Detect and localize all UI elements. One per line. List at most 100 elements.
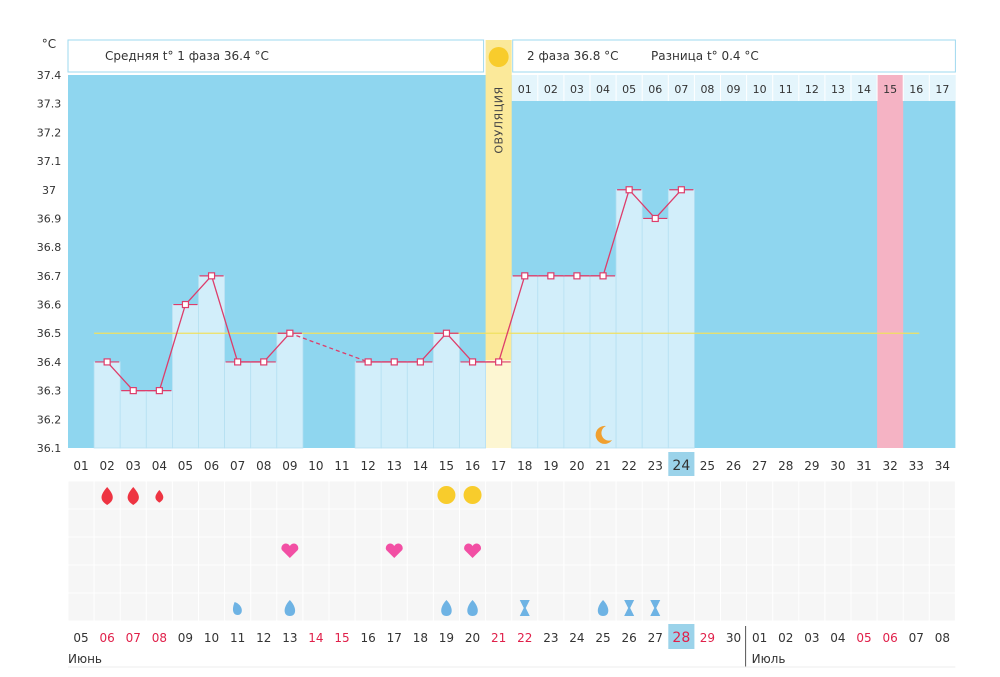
dates-row — [68, 624, 956, 650]
calendar-date-label: 25 — [595, 631, 610, 645]
hourglass-icon — [519, 600, 530, 616]
mucus-drop-icon — [597, 600, 609, 616]
y-tick-label: 36.9 — [37, 212, 62, 225]
cycle-day-label: 33 — [909, 459, 924, 473]
temp-bar — [354, 361, 382, 449]
cycle-day-label: 34 — [935, 459, 950, 473]
y-tick-label: 37.1 — [37, 155, 62, 168]
expected-period-column — [877, 75, 904, 448]
today-cycle-cell — [668, 452, 695, 476]
cycle-day-label: 19 — [543, 459, 558, 473]
calendar-date-label: 29 — [700, 631, 715, 645]
calendar-date-label: 22 — [517, 631, 532, 645]
cycle-day-label: 02 — [100, 459, 115, 473]
temp-bar — [615, 189, 643, 449]
y-tick-label: 36.5 — [37, 327, 62, 340]
calendar-date-label: 03 — [804, 631, 819, 645]
cycle-day-label: 22 — [622, 459, 637, 473]
temp-line-segment — [602, 189, 630, 277]
temp-line-segment — [210, 275, 239, 363]
luteal-day-label: 01 — [518, 83, 532, 96]
cycle-day-label: 23 — [648, 459, 663, 473]
cycle-day-label: 24 — [672, 458, 690, 474]
cycle-day-label: 09 — [282, 459, 297, 473]
calendar-date-label: 21 — [491, 631, 506, 645]
luteal-day-label: 11 — [779, 83, 793, 96]
temp-point — [442, 329, 451, 337]
temp-point — [103, 358, 111, 366]
cycle-day-label: 03 — [126, 459, 141, 473]
calendar-date-label: 02 — [778, 631, 793, 645]
phase2-header-box — [512, 39, 956, 73]
sun-icon — [437, 486, 456, 504]
mucus-drop-icon — [467, 600, 478, 616]
month-label-july: Июль — [752, 652, 786, 666]
luteal-day-label: 09 — [727, 83, 741, 96]
temp-line-segment — [263, 332, 291, 363]
luteal-day-label: 03 — [570, 83, 584, 96]
luteal-day-label: 08 — [700, 83, 714, 96]
cycle-day-label: 28 — [778, 459, 793, 473]
calendar-date-label: 24 — [569, 631, 584, 645]
temp-point — [390, 358, 398, 366]
cycle-day-label: 12 — [361, 459, 376, 473]
luteal-day-label: 14 — [857, 83, 871, 96]
ovulation-sun-icon — [488, 47, 509, 67]
cycle-day-label: 13 — [387, 459, 402, 473]
calendar-date-label: 11 — [230, 631, 245, 645]
temp-line-segment — [654, 189, 682, 219]
calendar-date-label: 28 — [672, 630, 690, 646]
temp-line-segment — [498, 275, 526, 363]
y-tick-label: 37.2 — [37, 126, 62, 139]
mucus-small-drop-icon — [232, 602, 242, 615]
heart-icon — [281, 543, 299, 558]
calendar-date-label: 10 — [204, 631, 219, 645]
mucus-drop-icon — [441, 600, 452, 616]
calendar-date-label: 14 — [308, 631, 323, 645]
temp-point — [573, 272, 581, 280]
temp-point — [416, 358, 424, 366]
heart-icon — [385, 543, 403, 558]
temp-point — [521, 272, 529, 280]
cycle-day-label: 10 — [308, 459, 323, 473]
cycle-day-label: 25 — [700, 459, 715, 473]
cycle-day-label: 05 — [178, 459, 193, 473]
cycle-day-label: 07 — [230, 459, 245, 473]
luteal-day-label: 12 — [805, 83, 819, 96]
temp-difference-text: Разница t° 0.4 °С — [651, 49, 759, 63]
temp-point — [468, 358, 477, 366]
temp-point — [651, 214, 659, 223]
calendar-date-label: 08 — [935, 631, 950, 645]
blood-drop-icon — [155, 490, 164, 503]
temp-bar — [406, 361, 434, 449]
phase2-average-text: 2 фаза 36.8 °С — [527, 49, 619, 63]
y-tick-label: 37 — [42, 184, 56, 197]
luteal-day-label: 10 — [753, 83, 767, 96]
temp-bar — [459, 361, 487, 449]
temp-bar — [93, 361, 121, 449]
temp-point — [286, 329, 294, 337]
hourglass-icon — [624, 600, 635, 616]
temp-line-segment — [419, 332, 447, 363]
sun-icon — [463, 486, 482, 504]
cycle-day-label: 04 — [152, 459, 167, 473]
temp-line-segment — [184, 275, 213, 305]
cycle-day-label: 18 — [517, 459, 532, 473]
y-tick-label: 36.7 — [37, 270, 62, 283]
phase1-header-box — [67, 39, 485, 73]
y-tick-label: 36.6 — [37, 299, 62, 312]
cycle-day-label: 15 — [439, 459, 454, 473]
calendar-date-label: 07 — [126, 631, 141, 645]
calendar-date-label: 07 — [909, 631, 924, 645]
temp-bar — [250, 361, 278, 449]
calendar-date-label: 05 — [856, 631, 871, 645]
cycle-day-label: 11 — [334, 459, 349, 473]
cycle-day-label: 27 — [752, 459, 767, 473]
mucus-drop-icon — [284, 600, 296, 616]
cycle-day-label: 30 — [830, 459, 845, 473]
cycle-day-label: 01 — [73, 459, 88, 473]
calendar-date-label: 13 — [282, 631, 297, 645]
phase1-average-text: Средняя t° 1 фаза 36.4 °С — [105, 49, 269, 63]
calendar-date-label: 12 — [256, 631, 271, 645]
